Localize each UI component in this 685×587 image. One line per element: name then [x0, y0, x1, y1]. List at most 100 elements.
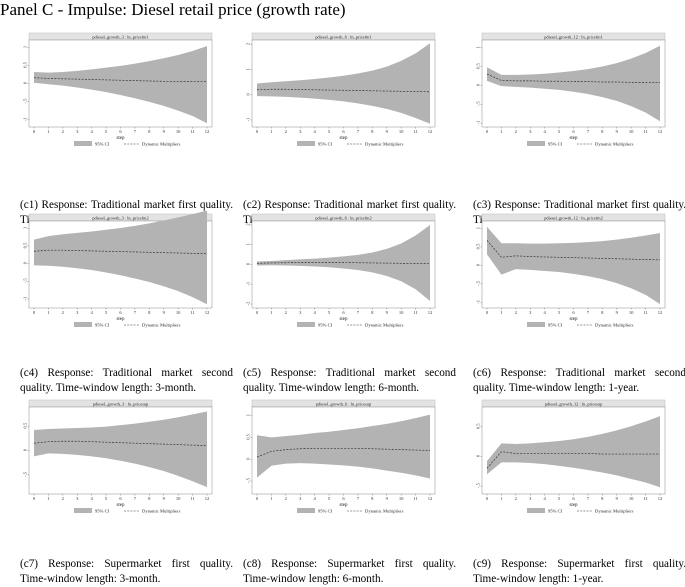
chart-caption-c4: (c4) Response: Traditional market second… [20, 367, 233, 394]
y-tick-label: 1 [23, 45, 28, 48]
chart-panel-c3: pdiesel_growth_12 : ln_pricefm1 1 0.5 0 -.5 -… [473, 30, 685, 226]
x-tick-label: 2 [285, 310, 288, 315]
x-tick-label: 4 [91, 496, 94, 501]
x-tick-label: 1 [500, 129, 503, 134]
x-tick-label: 0 [486, 129, 489, 134]
x-tick-label: 5 [105, 496, 108, 501]
x-tick-label: 1 [500, 310, 503, 315]
y-tick-label: 0.5 [476, 423, 481, 429]
y-tick-label: 0 [246, 262, 251, 265]
y-tick-label: -.5 [476, 101, 481, 107]
x-tick-label: 0 [256, 310, 259, 315]
x-tick-label: 10 [176, 129, 181, 134]
x-tick-label: 4 [544, 310, 547, 315]
x-tick-label: 3 [299, 129, 302, 134]
x-tick-label: 0 [486, 496, 489, 501]
x-tick-label: 9 [616, 496, 619, 501]
x-tick-label: 10 [399, 129, 404, 134]
chart-panel-c1: pdiesel_growth_3 : ln_pricefm1 1 0.5 0 -.5 -1… [20, 30, 240, 226]
ci-band [487, 416, 660, 488]
x-axis-label: step [569, 136, 578, 141]
x-tick-label: 11 [643, 310, 648, 315]
x-tick-label: 6 [342, 129, 345, 134]
x-tick-label: 0 [256, 496, 259, 501]
legend-ci-label: 95% CI [95, 509, 110, 514]
legend-line-label: Dynamic Multipliers [595, 142, 634, 147]
x-tick-label: 3 [76, 129, 79, 134]
chart-title: pdiesel_growth_6 : ln_pricefm2 [315, 215, 371, 220]
x-tick-label: 6 [119, 129, 122, 134]
y-tick-label: 0 [476, 454, 481, 457]
y-tick-label: -1 [23, 296, 28, 301]
x-tick-label: 4 [544, 129, 547, 134]
x-tick-label: 2 [62, 310, 65, 315]
ci-band [487, 226, 660, 305]
legend-line-label: Dynamic Multipliers [142, 142, 181, 147]
x-tick-label: 2 [62, 496, 65, 501]
x-tick-label: 8 [601, 496, 604, 501]
legend-line-label: Dynamic Multipliers [142, 323, 181, 328]
y-tick-label: 2 [246, 223, 251, 226]
legend-line-label: Dynamic Multipliers [595, 323, 634, 328]
x-axis-label: step [116, 136, 125, 141]
x-tick-label: 7 [587, 310, 590, 315]
legend-ci-swatch [297, 141, 315, 146]
x-tick-label: 8 [601, 310, 604, 315]
legend-ci-swatch [297, 322, 315, 327]
y-tick-label: -.5 [23, 471, 28, 477]
x-tick-label: 11 [413, 496, 418, 501]
x-axis-label: step [569, 317, 578, 322]
y-tick-label: -.5 [23, 98, 28, 104]
dynamic-multiplier-line [33, 249, 208, 255]
chart-panel-c7: pdiesel_growth_3 : ln_pricesup 0.5 0 -.5 0 1 2… [20, 397, 240, 587]
x-tick-label: 4 [314, 496, 317, 501]
y-tick-label: -1 [246, 117, 251, 122]
x-tick-label: 9 [163, 496, 166, 501]
legend-line-label: Dynamic Multipliers [365, 142, 404, 147]
x-tick-label: 2 [62, 129, 65, 134]
x-tick-label: 8 [148, 496, 151, 501]
legend-ci-swatch [74, 322, 92, 327]
x-tick-label: 3 [529, 129, 532, 134]
x-tick-label: 0 [256, 129, 259, 134]
x-tick-label: 6 [572, 129, 575, 134]
chart-caption-c5: (c5) Response: Traditional market second… [243, 367, 456, 394]
x-axis-label: step [116, 503, 125, 508]
x-tick-label: 12 [205, 129, 210, 134]
x-tick-label: 10 [629, 496, 634, 501]
chart-caption-c8: (c8) Response: Supermarket first quality… [243, 558, 456, 585]
x-tick-label: 1 [47, 129, 50, 134]
y-tick-label: 0.5 [23, 242, 28, 248]
x-tick-label: 5 [558, 129, 561, 134]
x-tick-label: 12 [658, 496, 663, 501]
dynamic-multiplier-line [33, 77, 207, 83]
x-tick-label: 8 [601, 129, 604, 134]
x-tick-label: 2 [285, 496, 288, 501]
chart-panel-c8: pdiesel_growth_6 : ln_pricesup 1 0.5 0 -.5 0 1… [243, 397, 463, 587]
chart-title: pdiesel_growth_3 : ln_pricefm2 [92, 215, 148, 220]
y-tick-label: -1 [476, 299, 481, 304]
x-tick-label: 3 [76, 496, 79, 501]
chart-title: pdiesel_growth_6 : ln_pricefm1 [315, 34, 371, 39]
x-tick-label: 5 [328, 496, 331, 501]
ci-band [487, 45, 660, 122]
legend-ci-label: 95% CI [548, 509, 563, 514]
x-tick-label: 5 [105, 129, 108, 134]
x-tick-label: 12 [658, 310, 663, 315]
x-tick-label: 7 [134, 310, 137, 315]
x-tick-label: 0 [33, 496, 36, 501]
y-tick-label: -.5 [476, 482, 481, 488]
chart-title: pdiesel_growth_6 : ln_pricesup [316, 401, 372, 406]
dynamic-multiplier-line [256, 88, 431, 93]
ci-band [257, 43, 430, 124]
x-tick-label: 2 [515, 496, 518, 501]
legend-ci-label: 95% CI [95, 323, 110, 328]
x-tick-label: 4 [91, 129, 94, 134]
x-tick-label: 11 [643, 129, 648, 134]
x-tick-label: 9 [386, 129, 389, 134]
y-tick-label: 1 [246, 242, 251, 245]
chart-title: pdiesel_growth_12 : ln_pricefm2 [544, 215, 603, 220]
x-tick-label: 11 [190, 310, 195, 315]
